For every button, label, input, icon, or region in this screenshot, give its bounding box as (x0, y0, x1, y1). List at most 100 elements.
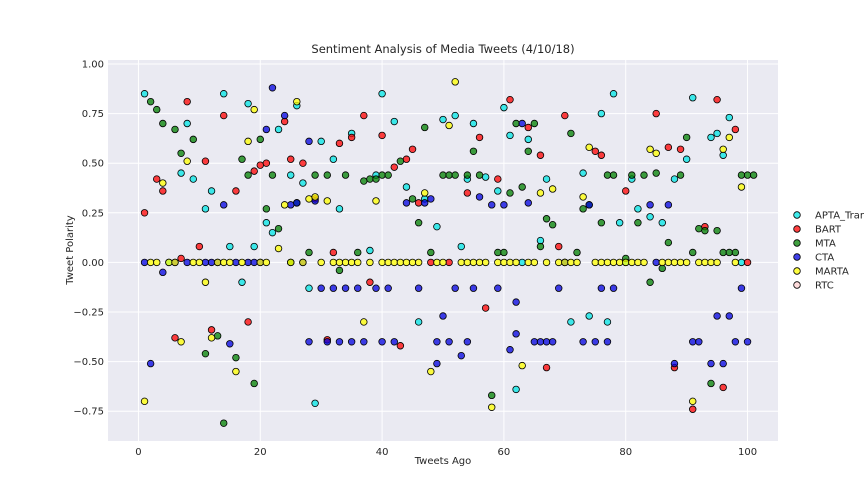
data-point (427, 248, 435, 257)
data-point (567, 318, 575, 326)
data-point (335, 205, 344, 213)
data-points (140, 78, 758, 427)
data-point (177, 169, 185, 177)
data-point (189, 258, 197, 267)
data-point (737, 284, 746, 292)
legend-label: APTA_Transit (815, 211, 864, 222)
data-point (268, 171, 277, 179)
data-point (524, 147, 532, 155)
data-point (725, 113, 733, 122)
data-point (153, 105, 161, 114)
data-point (329, 248, 338, 257)
data-point (646, 201, 654, 209)
data-point (579, 205, 587, 213)
data-point (317, 137, 325, 146)
data-point (628, 258, 636, 267)
data-point (305, 338, 313, 346)
data-point (542, 363, 551, 372)
data-point (530, 119, 539, 128)
data-point (615, 219, 624, 227)
data-point (640, 258, 648, 267)
data-point (433, 222, 441, 231)
data-point (323, 338, 331, 346)
data-point (439, 312, 447, 320)
data-point (378, 338, 386, 346)
x-tick-labels: 0 20 40 60 80 100 (135, 447, 757, 458)
data-point (390, 338, 398, 346)
data-point (183, 258, 191, 267)
data-point (628, 171, 636, 179)
data-point (689, 338, 697, 346)
data-point (384, 258, 392, 267)
data-point (201, 278, 210, 286)
data-point (512, 330, 520, 338)
data-point (421, 189, 429, 197)
data-point (341, 171, 350, 179)
data-point (585, 312, 593, 320)
data-point (634, 205, 642, 213)
data-point (664, 258, 673, 267)
data-point (201, 205, 210, 213)
data-point (366, 258, 374, 267)
data-point (634, 219, 642, 227)
legend-label: BART (815, 225, 842, 236)
data-point (226, 258, 234, 267)
data-point (713, 312, 721, 320)
data-point (378, 131, 386, 140)
data-point (524, 123, 532, 132)
data-point (445, 258, 453, 267)
data-point (414, 284, 423, 292)
data-point (354, 258, 362, 267)
data-point (451, 78, 459, 86)
data-point (481, 304, 490, 312)
data-point (244, 258, 252, 267)
data-point (207, 187, 216, 195)
data-point (335, 338, 344, 346)
series-2 (146, 97, 758, 427)
data-point (506, 258, 514, 267)
data-point (707, 258, 715, 267)
data-point (366, 278, 374, 286)
data-point (469, 258, 478, 267)
data-point (433, 359, 441, 368)
data-point (536, 338, 545, 346)
data-point (372, 197, 380, 205)
data-point (402, 199, 411, 207)
data-point (274, 224, 283, 233)
data-point (299, 258, 307, 267)
data-point (561, 111, 569, 120)
data-point (207, 326, 216, 334)
data-point (500, 201, 508, 209)
data-point (146, 97, 155, 106)
data-point (676, 171, 685, 179)
legend-marker (793, 281, 801, 289)
x-tick-label: 80 (619, 447, 632, 458)
legend-label: CTA (815, 253, 834, 264)
series-0 (140, 90, 746, 407)
data-point (244, 137, 252, 146)
data-point (737, 171, 746, 179)
data-point (250, 105, 258, 114)
data-point (469, 119, 478, 128)
data-point (140, 90, 149, 98)
data-point (475, 258, 484, 267)
data-point (524, 258, 532, 267)
data-point (548, 338, 557, 346)
data-point (585, 143, 593, 152)
data-point (317, 284, 325, 292)
data-point (341, 284, 350, 292)
data-point (548, 185, 557, 193)
data-point (506, 189, 514, 197)
data-point (518, 258, 526, 267)
data-point (567, 129, 575, 138)
data-point (634, 258, 642, 267)
data-point (262, 258, 271, 267)
data-point (725, 248, 733, 257)
data-point (366, 175, 374, 183)
data-point (299, 159, 307, 167)
data-point (451, 171, 459, 179)
legend-marker (793, 253, 801, 261)
data-point (475, 171, 484, 179)
data-point (427, 258, 435, 267)
data-point (591, 258, 599, 267)
